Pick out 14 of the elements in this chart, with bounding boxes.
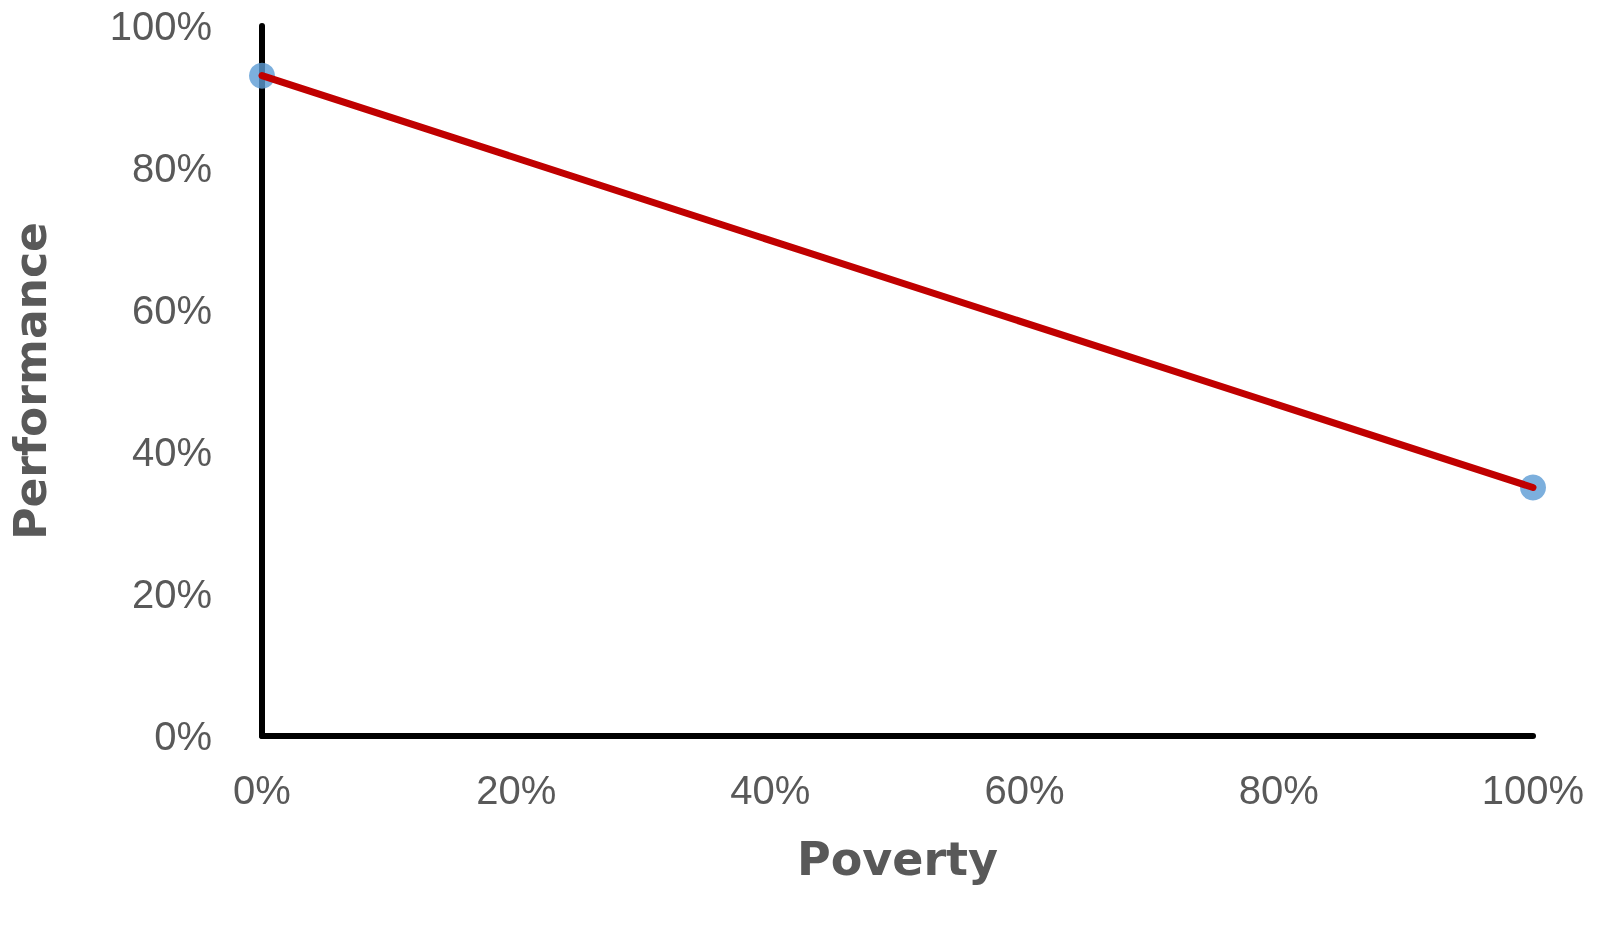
x-tick-label: 60% [984,768,1065,812]
x-tick-label: 80% [1238,768,1319,812]
x-tick-label: 0% [233,768,291,812]
y-tick-label: 100% [109,4,212,48]
y-tick-label: 80% [131,146,212,190]
y-tick-label: 40% [131,430,212,474]
x-tick-label: 20% [476,768,557,812]
x-tick-label: 100% [1481,768,1585,812]
x-tick-label: 40% [730,768,811,812]
y-tick-label: 60% [131,288,212,332]
x-axis-title: Poverty [796,832,999,886]
y-tick-label: 0% [154,714,212,758]
y-tick-label: 20% [131,572,212,616]
y-axis-title: Performance [4,222,56,540]
